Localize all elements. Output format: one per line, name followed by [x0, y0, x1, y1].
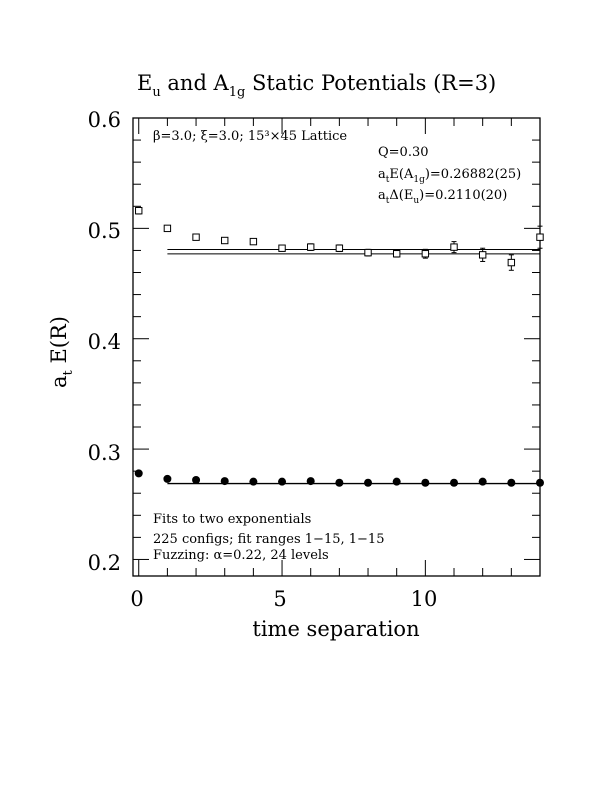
data-point-circle	[335, 478, 344, 487]
data-point-square	[450, 243, 458, 251]
x-axis-label: time separation	[252, 617, 419, 641]
data-point-circle	[163, 474, 172, 483]
y-tick-label: 0.6	[88, 108, 121, 132]
y-tick-label: 0.3	[88, 441, 121, 465]
data-point-square	[135, 207, 143, 215]
x-tick-label: 0	[130, 587, 143, 611]
data-marks	[134, 206, 544, 487]
data-point-circle	[306, 477, 315, 486]
data-point-square	[507, 258, 516, 267]
data-point-square	[478, 251, 487, 259]
fit-bands	[167, 248, 540, 485]
y-axis-label: at E(R)	[47, 316, 76, 388]
y-tick-label: 0.5	[88, 219, 121, 243]
data-point-circle	[421, 478, 430, 487]
data-point-circle	[450, 478, 459, 487]
x-tick-label: 5	[273, 587, 286, 611]
ea1g-annotation: atE(A1g)=0.26882(25)	[378, 167, 521, 185]
y-tick-label: 0.2	[88, 551, 121, 575]
x-tick-label: 10	[411, 587, 438, 611]
data-point-circle	[249, 477, 258, 486]
data-point-square	[278, 244, 286, 252]
data-point-square	[307, 243, 315, 251]
data-point-circle	[536, 478, 544, 487]
data-point-circle	[192, 475, 201, 484]
q-annotation: Q=0.30	[378, 145, 429, 160]
data-point-square	[421, 250, 430, 258]
fits-annotation: Fits to two exponentials	[153, 512, 311, 527]
data-point-circle	[278, 477, 287, 486]
y-tick-label: 0.4	[88, 330, 121, 354]
data-point-circle	[364, 478, 373, 487]
plot-frame	[132, 117, 541, 577]
data-point-square	[249, 237, 258, 246]
configs-annotation: 225 configs; fit ranges 1−15, 1−15	[153, 532, 384, 547]
data-point-square	[221, 236, 229, 245]
data-point-square	[536, 233, 544, 241]
data-point-circle	[507, 478, 516, 487]
data-point-circle	[478, 477, 487, 486]
axis-ticks	[133, 117, 541, 576]
data-point-square	[392, 250, 401, 258]
data-point-circle	[220, 477, 229, 486]
data-point-square	[192, 233, 200, 241]
data-point-circle	[392, 477, 401, 486]
deu-annotation: atΔ(Eu)=0.2110(20)	[378, 188, 507, 206]
fuzzing-annotation: Fuzzing: α=0.22, 24 levels	[153, 548, 329, 563]
data-point-circle	[134, 469, 143, 478]
data-point-square	[364, 248, 372, 257]
chart-title: Eu and A1g Static Potentials (R=3)	[137, 71, 496, 100]
lattice-annotation: β=3.0; ξ=3.0; 15³×45 Lattice	[153, 129, 347, 144]
data-point-square	[335, 244, 344, 252]
data-point-square	[163, 224, 172, 233]
